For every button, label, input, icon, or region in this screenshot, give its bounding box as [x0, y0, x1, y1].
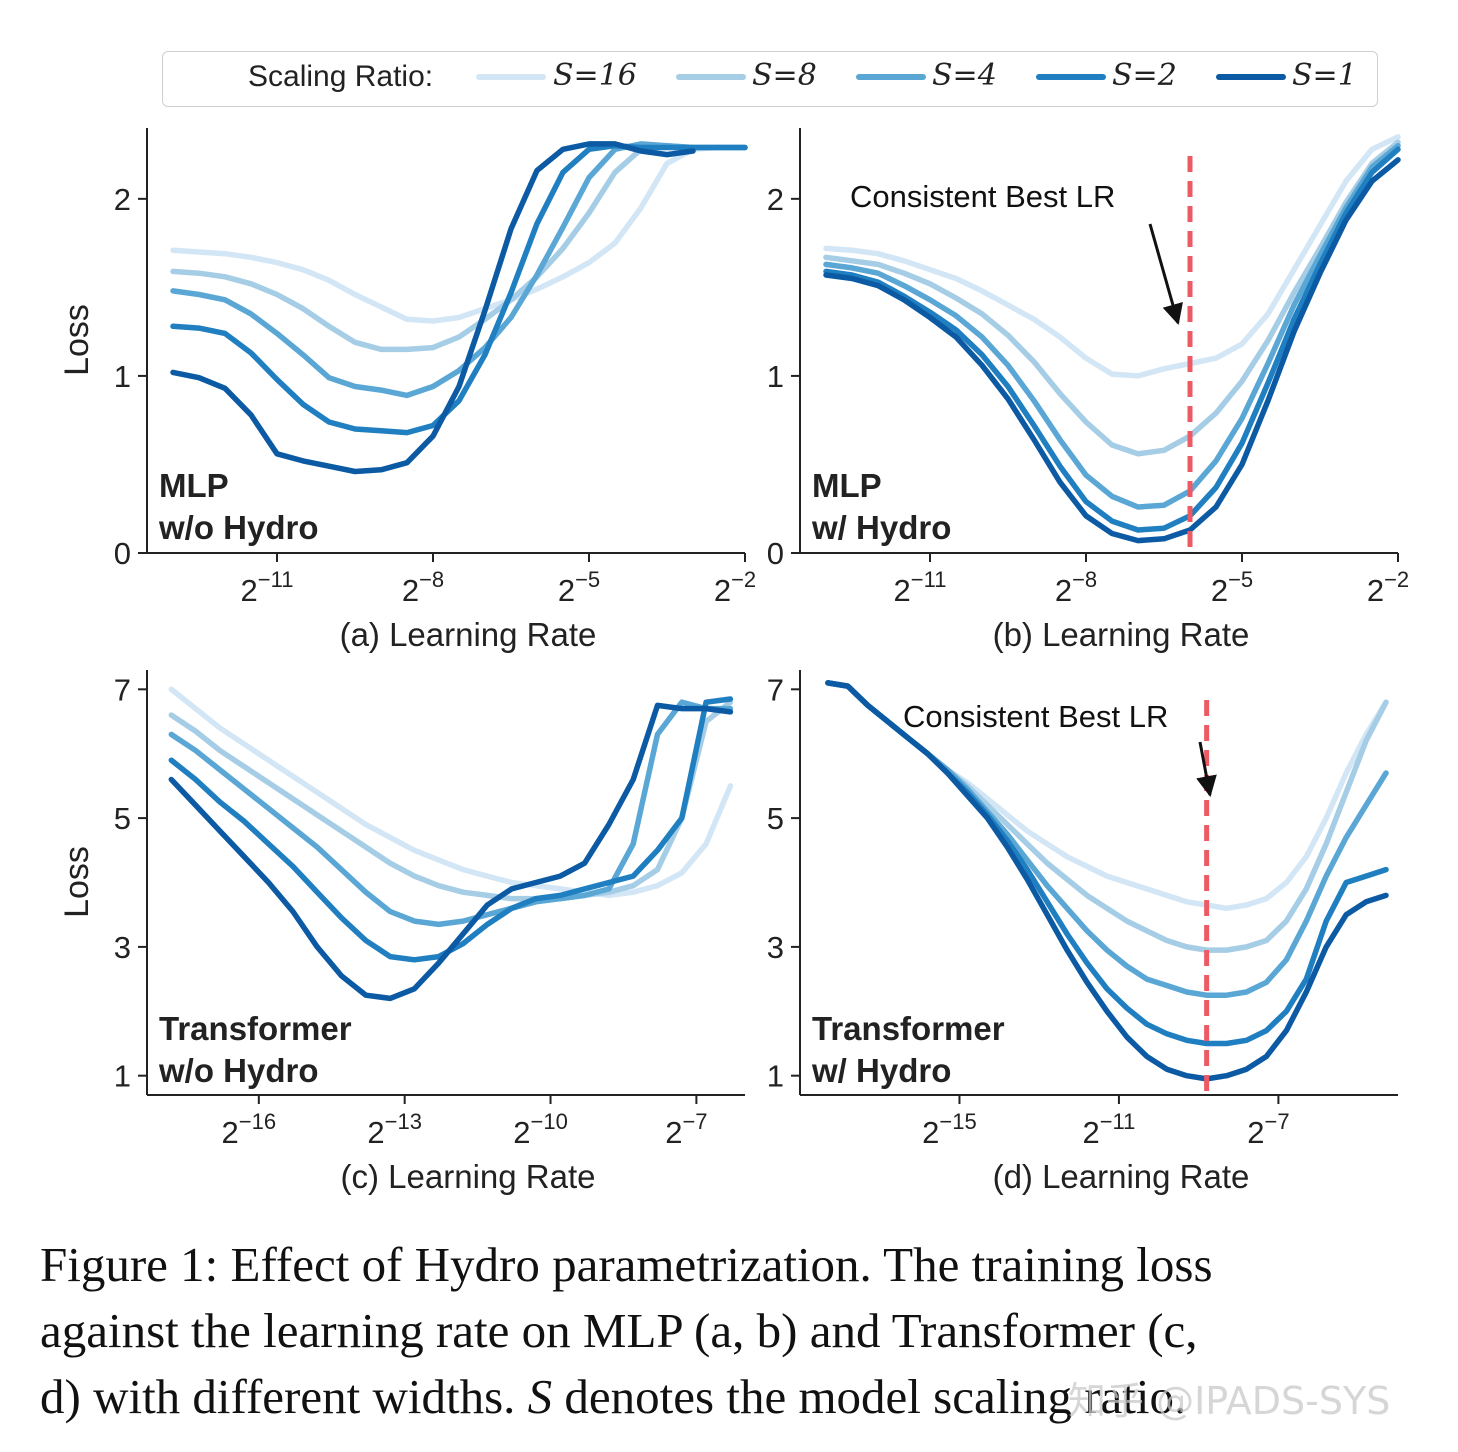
caption-line-2: against the learning rate on MLP (a, b) … — [40, 1303, 1198, 1358]
panel-title-line: w/o Hydro — [158, 1052, 319, 1089]
x-tick-label: 2−7 — [665, 1109, 707, 1150]
x-axis-label: (c) Learning Rate — [341, 1158, 596, 1195]
legend-label-s8: S=8 — [752, 58, 817, 93]
series-line-s4 — [823, 142, 1401, 510]
figure: Scaling Ratio: S=16 S=8 S=4 S=2 S=1 0 1 2 2… — [58, 51, 1409, 1195]
legend-line-s2 — [1036, 74, 1106, 80]
x-tick-label: 2−2 — [714, 567, 756, 608]
x-tick-label: 2−11 — [1082, 1109, 1135, 1150]
series-line-s2 — [823, 146, 1401, 533]
y-tick-label: 3 — [114, 930, 131, 965]
legend-label-s1: S=1 — [1292, 58, 1357, 93]
caption-variable-s: S — [527, 1369, 553, 1424]
series-line-s1 — [170, 141, 696, 475]
x-tick-label: 2−2 — [1367, 567, 1409, 608]
panel-title-line: MLP — [812, 467, 882, 504]
y-tick-label: 1 — [767, 359, 784, 394]
legend — [162, 51, 1378, 107]
y-tick-label: 0 — [114, 536, 131, 571]
y-tick-label: 2 — [114, 182, 131, 217]
x-tick-label: 2−11 — [894, 567, 947, 608]
x-tick-label: 2−5 — [558, 567, 600, 608]
chart-panel-d: 1 3 5 7 2−15 2−11 2−7 (d) Learning Rate Consiste… — [767, 670, 1398, 1195]
series-line-s16 — [823, 134, 1401, 379]
x-tick-label: 2−10 — [513, 1109, 568, 1150]
series-line-s2 — [170, 142, 748, 436]
panel-title-line: w/ Hydro — [811, 509, 951, 546]
legend-line-s1 — [1216, 74, 1286, 80]
series-line-s4 — [168, 699, 734, 928]
panel-title-line: Transformer — [159, 1010, 352, 1047]
y-tick-label: 3 — [767, 930, 784, 965]
x-axis-label: (a) Learning Rate — [340, 616, 597, 653]
legend-label-s16: S=16 — [553, 58, 637, 93]
y-tick-label: 7 — [114, 672, 131, 707]
panel-title-line: w/o Hydro — [158, 509, 319, 546]
x-axis-label: (b) Learning Rate — [993, 616, 1250, 653]
legend-label-s2: S=2 — [1112, 58, 1177, 93]
legend-label-s4: S=4 — [932, 58, 997, 93]
y-tick-label: 1 — [767, 1059, 784, 1094]
chart-panel-c: 1 3 5 7 2−16 2−13 2−10 2−7 (c) Learning Rate Loss… — [58, 670, 745, 1195]
x-tick-label: 2−16 — [222, 1109, 277, 1150]
y-tick-label: 5 — [767, 801, 784, 836]
series-line-s8 — [168, 699, 734, 902]
legend-line-s8 — [676, 74, 746, 80]
x-tick-label: 2−7 — [1247, 1109, 1289, 1150]
best-lr-annotation: Consistent Best LR — [850, 179, 1115, 214]
y-tick-label: 0 — [767, 536, 784, 571]
panel-title-line: w/ Hydro — [811, 1052, 951, 1089]
chart-panel-b: 0 1 2 2−11 2−8 2−5 2−2 (b) Learning Rate Consist… — [767, 128, 1409, 653]
series-line-s8 — [823, 139, 1401, 457]
x-tick-label: 2−8 — [402, 567, 444, 608]
series-line-s4 — [170, 141, 748, 399]
watermark: 知乎 @IPADS-SYS — [1068, 1379, 1391, 1423]
caption-line-1: Figure 1: Effect of Hydro parametrizatio… — [40, 1237, 1213, 1292]
x-tick-label: 2−11 — [241, 567, 294, 608]
y-tick-label: 5 — [114, 801, 131, 836]
y-tick-label: 2 — [767, 182, 784, 217]
best-lr-annotation: Consistent Best LR — [903, 699, 1168, 734]
series-line-s1 — [168, 702, 734, 1002]
caption-line-3: d) with different widths. S denotes the … — [40, 1364, 1430, 1430]
chart-panel-a: 0 1 2 2−11 2−8 2−5 2−2 (a) Learning Rate Loss MLP… — [58, 128, 756, 653]
x-tick-label: 2−5 — [1211, 567, 1253, 608]
panel-title-line: Transformer — [812, 1010, 1005, 1047]
series-line-s16 — [170, 144, 748, 324]
legend-title: Scaling Ratio: — [248, 60, 434, 93]
series-line-s1 — [825, 680, 1389, 1082]
x-tick-label: 2−15 — [922, 1109, 977, 1150]
annotation-arrow — [1196, 741, 1217, 798]
series-line-s16 — [168, 686, 734, 899]
panel-title-line: MLP — [159, 467, 229, 504]
y-tick-label: 1 — [114, 359, 131, 394]
x-tick-label: 2−13 — [367, 1109, 422, 1150]
plot-area: 0 1 2 2−11 2−8 2−5 2−2 (a) Learning Rate Loss MLP… — [58, 128, 1409, 1195]
caption-line-3-start: d) with different widths. — [40, 1369, 528, 1424]
caption-line-3-end: denotes the model scaling ratio. — [552, 1369, 1187, 1424]
series-line-s1 — [823, 157, 1401, 544]
annotation-arrow — [1148, 223, 1183, 326]
y-tick-label: 1 — [114, 1059, 131, 1094]
figure-caption: Figure 1: Effect of Hydro parametrizatio… — [40, 1232, 1430, 1430]
y-axis-label: Loss — [58, 846, 96, 918]
y-axis-label: Loss — [58, 304, 96, 376]
y-tick-label: 7 — [767, 672, 784, 707]
legend-line-s4 — [856, 74, 926, 80]
x-tick-label: 2−8 — [1055, 567, 1097, 608]
x-axis-label: (d) Learning Rate — [993, 1158, 1250, 1195]
legend-line-s16 — [476, 74, 546, 80]
